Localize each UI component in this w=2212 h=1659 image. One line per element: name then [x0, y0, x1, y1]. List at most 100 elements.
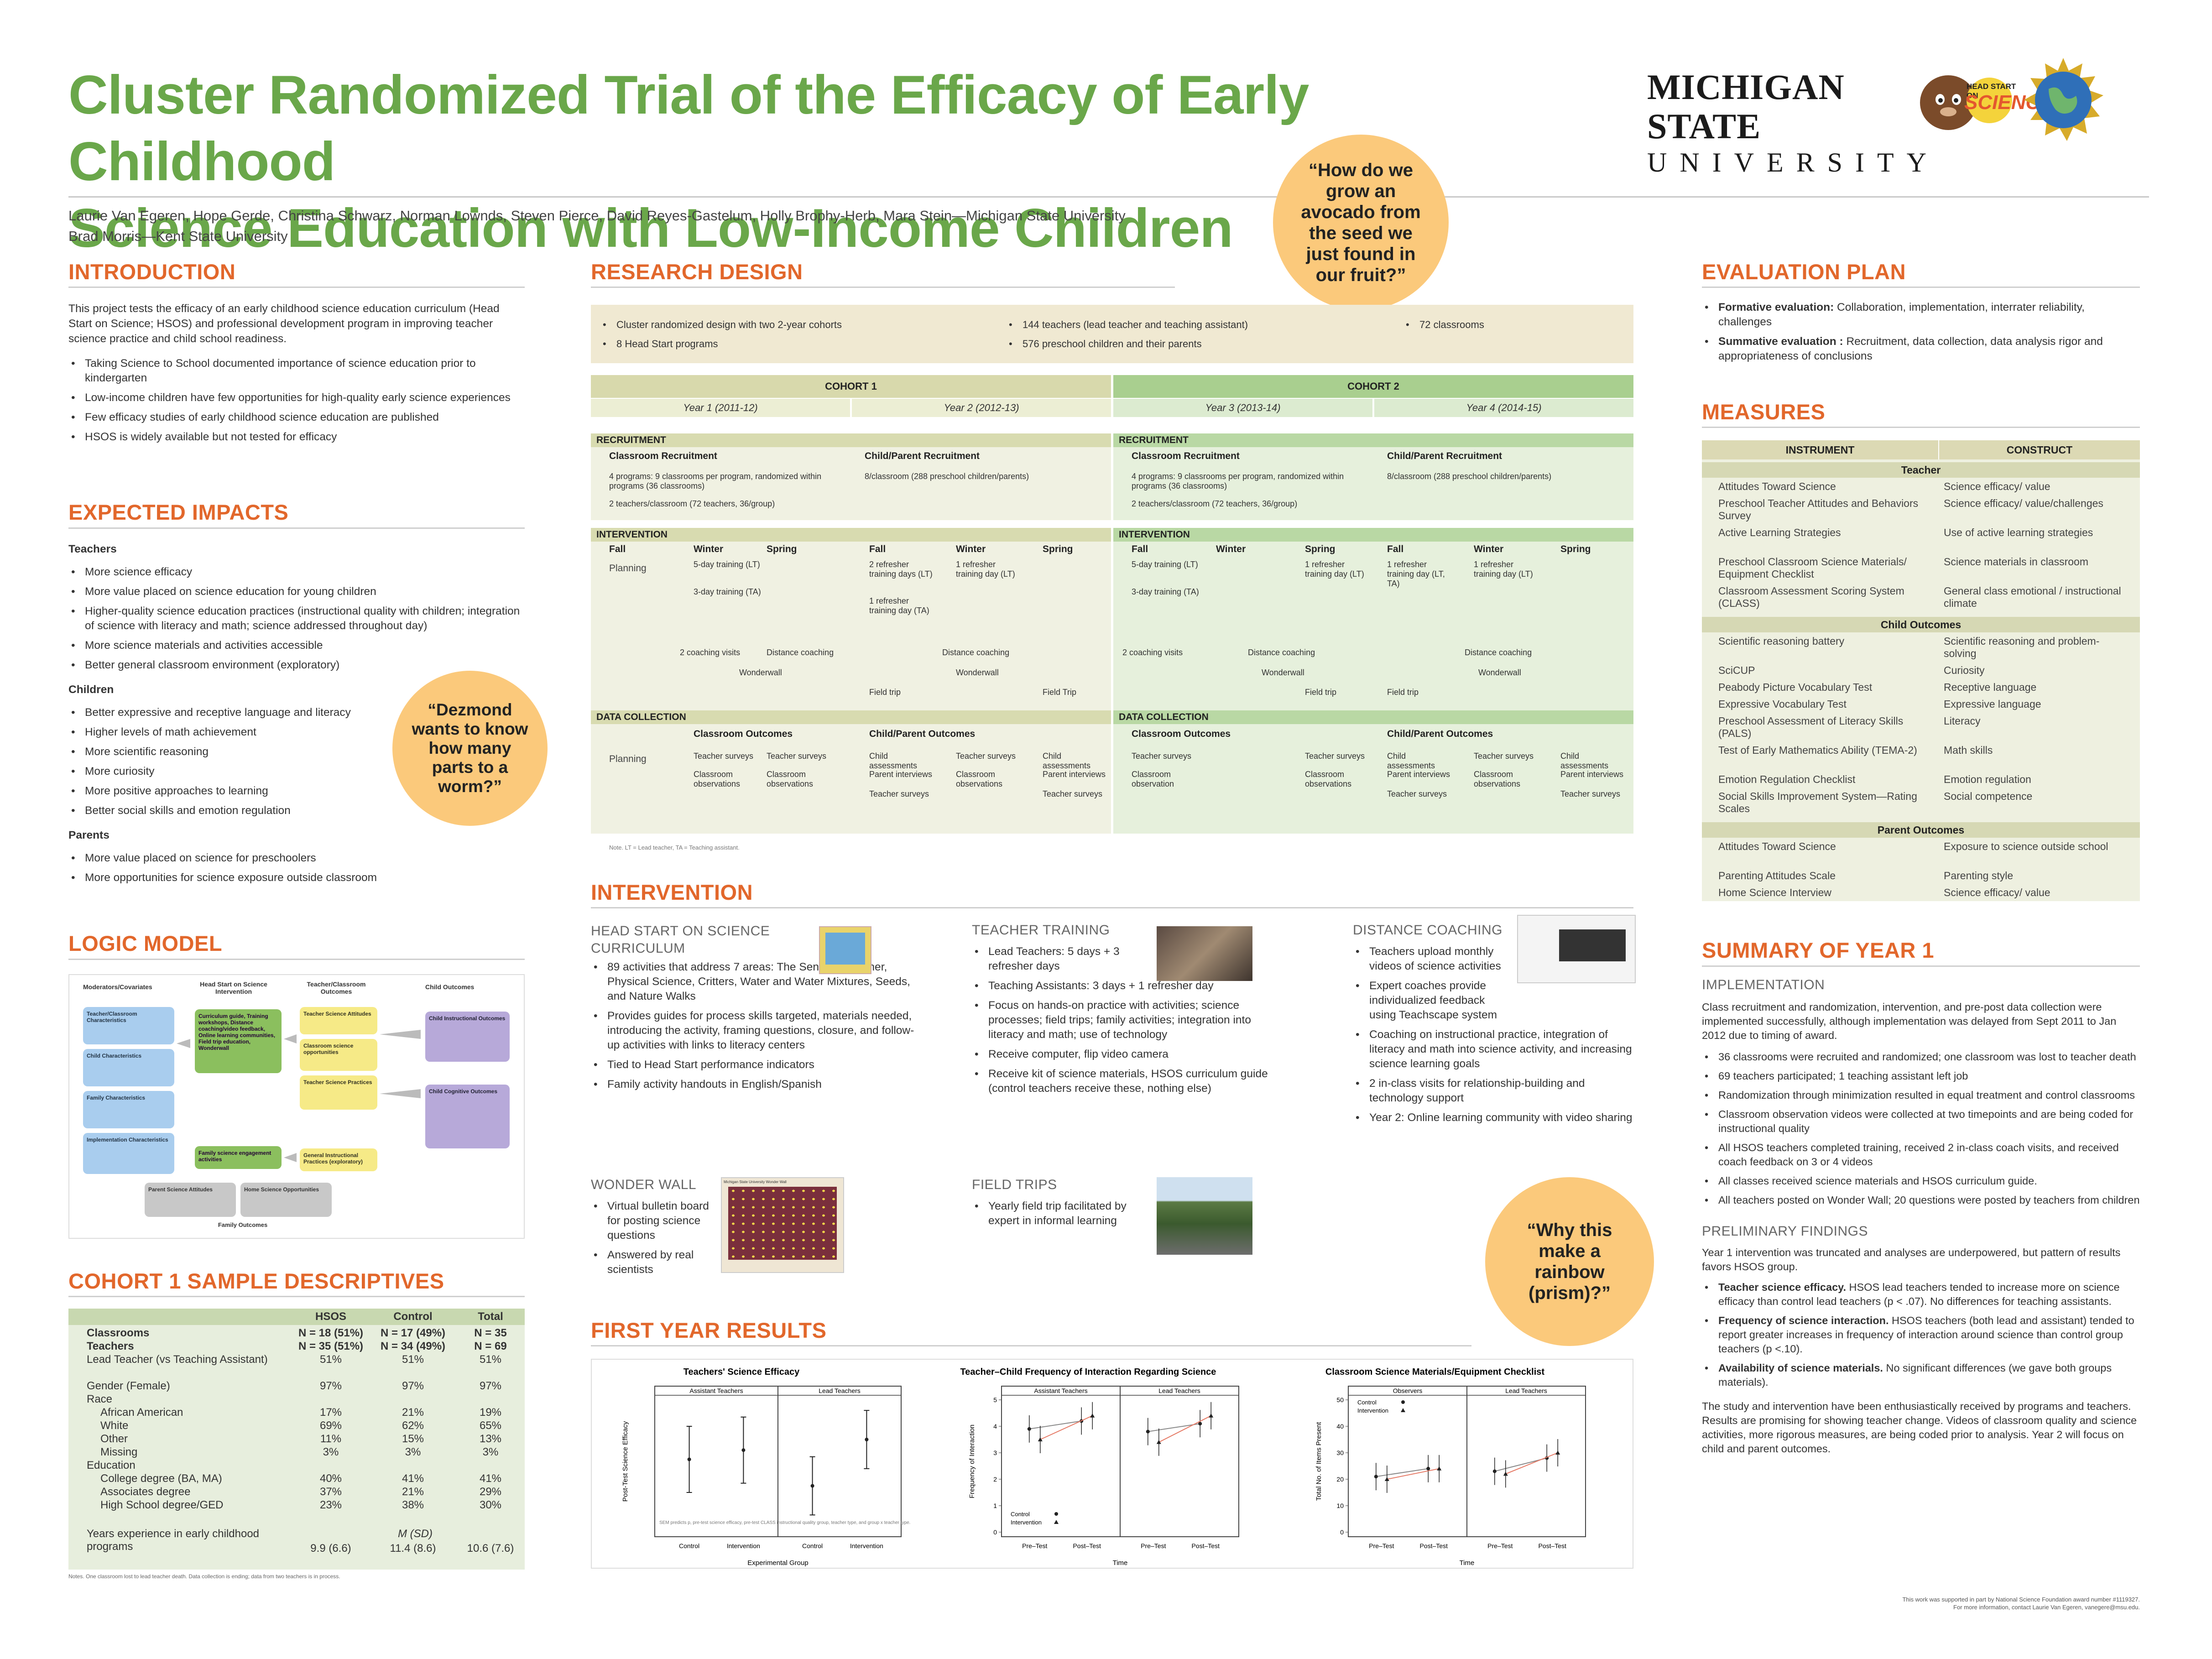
- year-label: Year 2 (2012-13): [852, 399, 1111, 417]
- quote-bubble-avocado: “How do we grow an avocado from the seed…: [1273, 135, 1449, 310]
- table-cell: 11%: [320, 1433, 342, 1445]
- x-tick-label: Pre–Test: [1141, 1542, 1166, 1549]
- construct-cell: Social competence: [1944, 790, 2033, 802]
- children-label: Children: [68, 683, 114, 696]
- outcomes-label: Classroom Outcomes: [694, 729, 793, 739]
- instrument-cell: Test of Early Mathematics Ability (TEMA-…: [1718, 744, 1917, 756]
- y-tick-label: 50: [1336, 1396, 1344, 1403]
- construct-cell: Math skills: [1944, 744, 1993, 756]
- moderator-box: Implementation Characteristics: [83, 1133, 174, 1174]
- training-text: 1 refresher training day (LT, TA): [1387, 560, 1445, 588]
- hsos-title: HEAD START ON SCIENCE CURRICULUM: [591, 923, 770, 956]
- chart-title: Teacher–Child Frequency of Interaction R…: [960, 1367, 1216, 1377]
- series-line: [1376, 1468, 1429, 1477]
- data-collection-cell: Classroom observations: [1305, 770, 1352, 788]
- year-label: Year 3 (2013-14): [1113, 399, 1372, 417]
- series-line: [1029, 1420, 1082, 1429]
- y-tick-label: 40: [1336, 1423, 1344, 1430]
- x-tick-label: Control: [679, 1542, 699, 1549]
- evaluation-plan-heading: EVALUATION PLAN: [1702, 260, 1906, 284]
- table-cell: Associates degree: [100, 1486, 191, 1498]
- x-tick-label: Pre–Test: [1487, 1542, 1513, 1549]
- table-cell: 10.6 (7.6): [467, 1542, 514, 1555]
- list-item: Formative evaluation: Collaboration, imp…: [1702, 300, 2140, 329]
- coaching-text: Distance coaching: [1248, 648, 1315, 657]
- fieldtrip-text: Field trip: [1305, 688, 1337, 697]
- data-collection-cell: Teacher surveys: [1305, 751, 1365, 761]
- cohort1-note: Notes. One classroom lost to lead teache…: [68, 1573, 340, 1580]
- table-cell: Teachers: [87, 1340, 134, 1352]
- year-label: Year 4 (2014-15): [1374, 399, 1633, 417]
- list-item: Lead Teachers: 5 days + 3 refresher days: [972, 944, 1141, 974]
- table-cell: 30%: [479, 1499, 502, 1511]
- training-text: 3-day training (TA): [1132, 587, 1199, 596]
- table-row: Associates degree 37% 21% 29%: [68, 1486, 525, 1499]
- list-item: 2 in-class visits for relationship-build…: [1353, 1076, 1633, 1106]
- recruit-text: 4 programs: 9 classrooms per program, ra…: [1132, 472, 1344, 490]
- data-collection-cell: Parent interviews: [1043, 770, 1106, 779]
- logic-arrows: [177, 1030, 421, 1162]
- data-point: [1384, 1477, 1389, 1481]
- preliminary-findings-title: PRELIMINARY FINDINGS: [1702, 1224, 1868, 1239]
- expected-impacts-divider: [68, 527, 525, 529]
- series-line: [1505, 1452, 1558, 1475]
- table-row: Other 11% 15% 13%: [68, 1433, 525, 1446]
- table-cell: N = 17 (49%): [380, 1327, 446, 1339]
- hsos-block: HEAD START ON SCIENCE CURRICULUM 89 acti…: [591, 923, 915, 1097]
- table-row: Classrooms N = 18 (51%) N = 17 (49%) N = 35: [68, 1327, 525, 1340]
- instrument-cell: Active Learning Strategies: [1718, 527, 1841, 538]
- table-cell: 41%: [479, 1472, 502, 1485]
- training-text: 1 refresher training day (LT): [1474, 560, 1533, 579]
- list-item: Virtual bulletin board for posting scien…: [591, 1199, 714, 1243]
- intervention-label: INTERVENTION: [1113, 528, 1633, 542]
- construct-cell: General class emotional / instructional …: [1944, 585, 2121, 609]
- table-cell: 65%: [479, 1419, 502, 1432]
- table-row: Race: [68, 1393, 525, 1406]
- list-item: More value placed on science education f…: [68, 584, 525, 599]
- list-item: Receive kit of science materials, HSOS c…: [972, 1067, 1278, 1096]
- season-label: Fall: [609, 544, 626, 554]
- implementation-title: IMPLEMENTATION: [1702, 977, 1825, 992]
- list-item: Teacher science efficacy. HSOS lead teac…: [1702, 1280, 2140, 1309]
- field-trips-title: FIELD TRIPS: [972, 1177, 1057, 1192]
- list-item: 72 classrooms: [1403, 318, 1586, 332]
- table-row: White 69% 62% 65%: [68, 1419, 525, 1433]
- teacher-outcome-box: Teacher Science Attitudes: [300, 1007, 377, 1034]
- recruit-text: 8/classroom (288 preschool children/pare…: [1387, 472, 1552, 481]
- list-item: Better expressive and receptive language…: [68, 705, 415, 720]
- table-header: Total: [478, 1310, 503, 1323]
- table-cell: 40%: [319, 1472, 342, 1485]
- data-point: [1209, 1413, 1214, 1418]
- field-trip-photo: [1157, 1177, 1252, 1255]
- research-design-table: COHORT 1 COHORT 2 Year 1 (2011-12) Year …: [591, 375, 1633, 843]
- data-collection-cell: Teacher surveys: [1474, 751, 1534, 761]
- introduction-text: This project tests the efficacy of an ea…: [68, 303, 500, 345]
- recruit-text: 2 teachers/classroom (72 teachers, 36/gr…: [609, 499, 775, 508]
- data-point: [865, 1438, 869, 1441]
- construct-cell: Scientific reasoning and problem-solving: [1944, 635, 2100, 659]
- season-label: Spring: [1560, 544, 1591, 554]
- training-text: 5-day training (LT): [1132, 560, 1198, 569]
- list-item: More positive approaches to learning: [68, 784, 415, 798]
- evaluation-divider: [1702, 287, 2140, 288]
- data-point: [1038, 1437, 1043, 1441]
- list-item: 576 preschool children and their parents: [1006, 337, 1371, 351]
- expected-impacts-section: Teachers More science efficacy More valu…: [68, 543, 525, 890]
- table-row: Teachers N = 35 (51%) N = 34 (49%) N = 69: [68, 1340, 525, 1353]
- measures-heading: MEASURES: [1702, 400, 1826, 424]
- list-item: Higher-quality science education practic…: [68, 604, 525, 633]
- cohort2-header: COHORT 2: [1113, 375, 1633, 398]
- years-label: Years experience in early childhood prog…: [87, 1528, 260, 1553]
- x-tick-label: Post–Test: [1538, 1542, 1566, 1549]
- research-design-heading: RESEARCH DESIGN: [591, 260, 803, 284]
- table-row: African American 17% 21% 19%: [68, 1406, 525, 1419]
- wonderwall-text: Wonderwall: [739, 668, 782, 677]
- teacher-outcome-box: Classroom science opportunities: [300, 1039, 377, 1071]
- list-item: Tied to Head Start performance indicator…: [591, 1058, 915, 1072]
- results-divider: [591, 1345, 1471, 1346]
- recruit-text: 8/classroom (288 preschool children/pare…: [865, 472, 1029, 481]
- chart-note: SEM predicts p, pre-test science efficac…: [659, 1520, 910, 1525]
- legend-label: Control: [1357, 1399, 1377, 1406]
- y-tick-label: 0: [1340, 1529, 1344, 1536]
- data-collection-cell: Teacher surveys: [1132, 751, 1192, 761]
